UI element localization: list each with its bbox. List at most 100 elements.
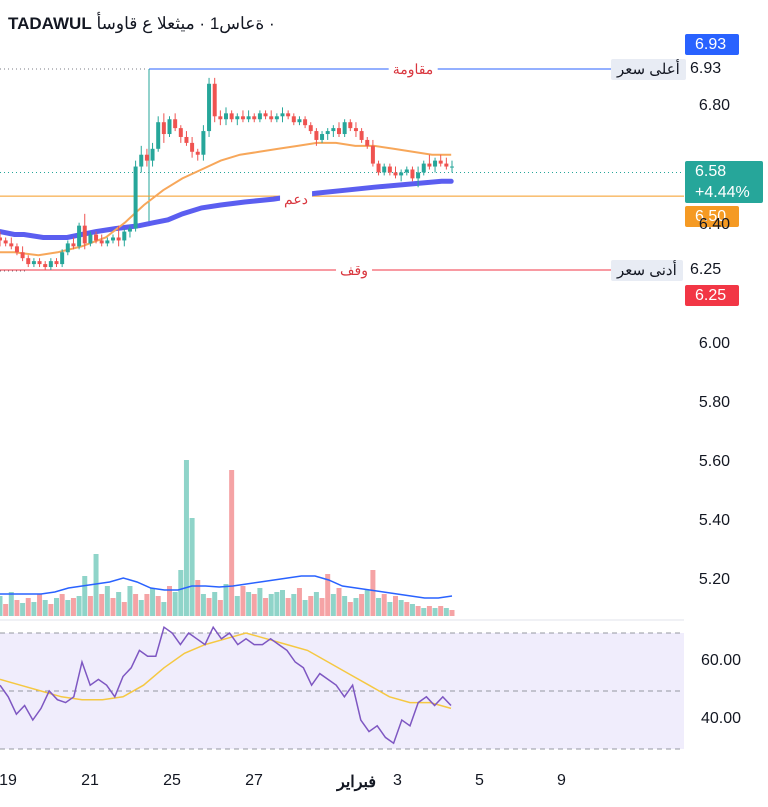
volume-bar: [144, 594, 150, 616]
volume-bar: [409, 604, 415, 616]
volume-bar: [398, 600, 404, 616]
volume-bar: [359, 594, 365, 616]
volume-bar: [370, 570, 376, 616]
current-price: 6.58: [695, 163, 727, 180]
volume-bar: [347, 602, 353, 616]
price-tick-label: 5.80: [698, 394, 730, 411]
volume-bar: [3, 604, 9, 616]
volume-bar: [376, 598, 382, 616]
volume-bar: [263, 598, 269, 616]
volume-bar: [302, 600, 308, 616]
candle-body: [31, 261, 36, 265]
candle-body: [82, 225, 87, 244]
volume-bar: [313, 592, 319, 616]
candle-body: [416, 172, 421, 179]
volume-bar: [234, 596, 240, 616]
price-tick-label: 6.80: [698, 97, 730, 115]
candle-body: [382, 166, 387, 173]
volume-bar: [8, 592, 14, 616]
candle-body: [235, 116, 240, 120]
volume-bar: [285, 598, 291, 616]
candle-body: [365, 139, 370, 146]
volume-bar: [178, 570, 184, 616]
candle-body: [297, 119, 302, 123]
candle-body: [60, 252, 65, 265]
volume-bar: [308, 596, 314, 616]
volume-bar: [206, 598, 212, 616]
volume-ma-line: [0, 575, 453, 599]
volume-bar: [200, 594, 206, 616]
candle-body: [229, 113, 234, 120]
low-price-badge: 6.25: [685, 285, 739, 306]
time-tick-label: 21: [81, 772, 99, 789]
candle-body: [133, 166, 138, 229]
candle-body: [150, 148, 155, 161]
volume-bar: [54, 598, 59, 616]
volume-bar: [415, 606, 421, 616]
candle-body: [88, 234, 93, 244]
candle-body: [9, 243, 14, 247]
price-tick-label: 5.40: [698, 512, 730, 529]
volume-bar: [37, 594, 43, 616]
rsi-tick-label: 60.00: [700, 652, 741, 669]
low-price-tag: أدنى سعر: [611, 260, 683, 281]
candle-body: [359, 131, 364, 140]
volume-bar: [387, 602, 393, 616]
volume-bar: [257, 588, 263, 616]
high-price-badge: 6.93: [685, 34, 739, 55]
candle-body: [269, 116, 274, 120]
volume-bar: [364, 590, 370, 616]
volume-bar: [421, 608, 427, 616]
candle-body: [331, 128, 336, 132]
volume-bar: [59, 594, 65, 616]
volume-bar: [127, 586, 133, 616]
candle-body: [207, 83, 212, 132]
candle-body: [263, 113, 268, 117]
resistance-label: مقاومة: [388, 61, 438, 78]
candle-body: [421, 163, 426, 173]
candle-body: [105, 240, 110, 244]
volume-bar: [110, 598, 116, 616]
slow-ma-line: [0, 178, 454, 240]
volume-bar: [217, 600, 223, 616]
rsi-line: [0, 625, 452, 745]
volume-bar: [82, 576, 88, 616]
volume-bar: [161, 602, 167, 616]
candle-body: [122, 231, 127, 241]
volume-bar: [150, 588, 156, 616]
volume-bar: [229, 470, 235, 616]
volume-bar: [0, 596, 3, 616]
volume-bar: [393, 596, 398, 616]
volume-bar: [70, 598, 76, 616]
volume-bar: [449, 610, 455, 616]
volume-bar: [99, 594, 105, 616]
time-tick-label: 19: [0, 772, 17, 789]
high-price-value: 6.93: [690, 60, 722, 77]
candle-body: [156, 122, 161, 149]
candle-body: [308, 125, 313, 132]
candle-body: [325, 131, 330, 135]
volume-bar: [155, 596, 161, 616]
candle-body: [212, 83, 217, 117]
candle-body: [291, 116, 296, 123]
candle-body: [286, 113, 291, 117]
rsi-tick-label: 40.00: [700, 710, 741, 727]
candle-body: [173, 119, 178, 129]
candle-body: [94, 234, 99, 241]
candle-body: [218, 116, 223, 120]
time-tick-label: 25: [163, 772, 181, 789]
candle-body: [116, 237, 121, 241]
chart-header: TADAWUL ةعاس1 · ميثعلا ع قاوسأ ·: [8, 14, 275, 34]
volume-bar: [274, 592, 280, 616]
price-tick-label: 5.20: [698, 571, 730, 588]
volume-bar: [438, 606, 444, 616]
ma-price-badge: 6.50: [685, 206, 739, 227]
candle-body: [224, 113, 228, 120]
candle-body: [20, 252, 25, 259]
volume-bar: [116, 592, 122, 616]
candle-body: [71, 243, 76, 247]
candle-body: [48, 261, 53, 268]
rsi-signal-line: [0, 632, 452, 710]
